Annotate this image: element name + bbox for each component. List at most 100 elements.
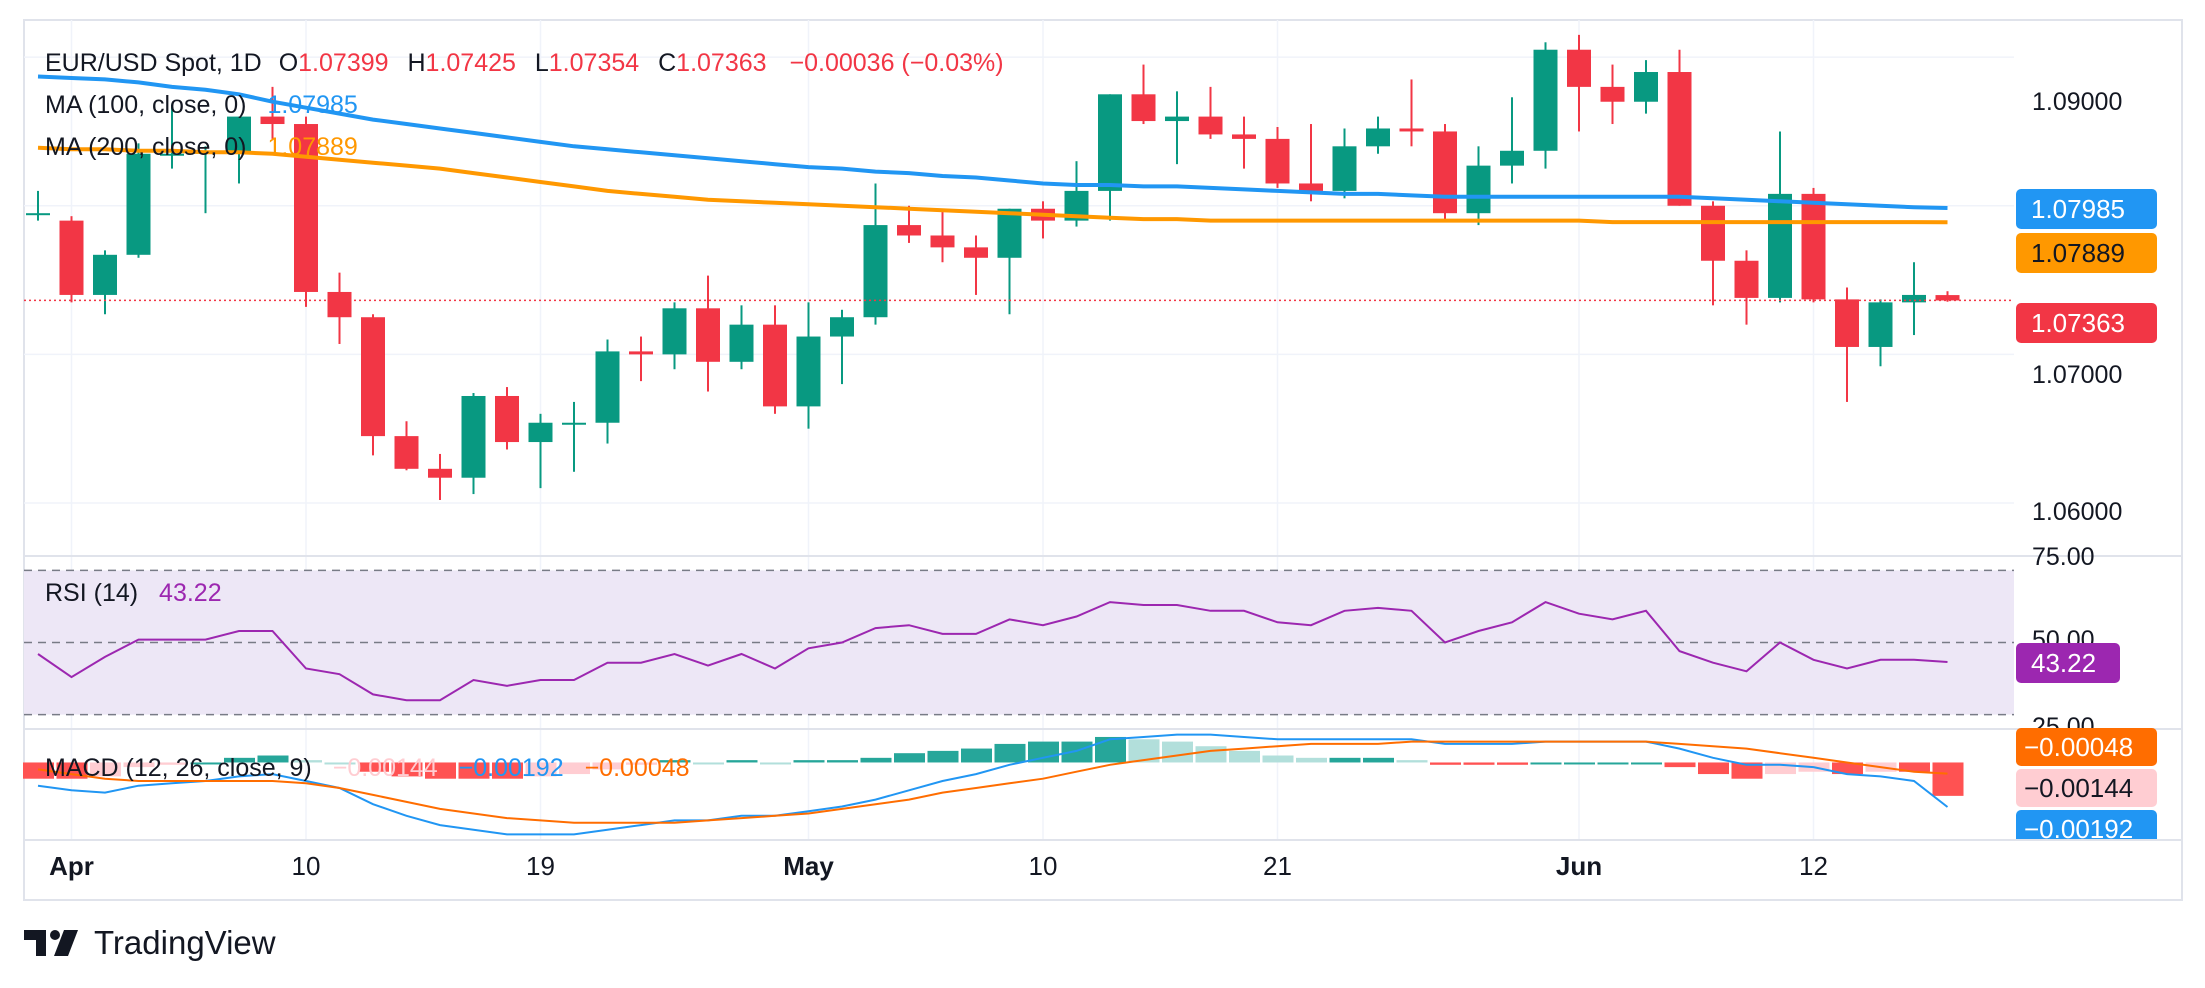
candle-body bbox=[1701, 205, 1725, 261]
candle-body bbox=[595, 351, 620, 423]
price-tick-3: 1.06000 bbox=[2032, 498, 2122, 526]
macd-hist-bar bbox=[1899, 762, 1930, 772]
macd-hist-bar bbox=[1061, 741, 1093, 763]
macd-hist-bar bbox=[860, 757, 892, 763]
macd-hist-bar bbox=[1631, 762, 1662, 765]
candle-body bbox=[1801, 193, 1826, 300]
candle-body bbox=[461, 395, 486, 478]
candle-body bbox=[528, 422, 553, 443]
candle-body bbox=[428, 468, 452, 478]
legend-macd-value: −0.00192 bbox=[459, 754, 564, 782]
candle-body bbox=[897, 225, 921, 236]
chart-canvas[interactable]: EUR/USD Spot, 1D O1.07399 H1.07425 L1.07… bbox=[0, 0, 2205, 905]
legend-close-label: C bbox=[658, 49, 676, 77]
macd-hist-bar bbox=[324, 762, 356, 765]
macd-hist-bar bbox=[793, 760, 825, 763]
candle-body bbox=[260, 116, 285, 125]
legend-ma100-label: MA (100, close, 0) bbox=[45, 91, 246, 119]
candle-body bbox=[93, 254, 117, 295]
macd-badge-text: −0.00192 bbox=[2024, 814, 2133, 844]
macd-hist-bar bbox=[994, 743, 1026, 763]
ma100-line bbox=[37, 74, 1948, 210]
candle-body bbox=[1500, 150, 1524, 166]
legend-ohlc: EUR/USD Spot, 1D O1.07399 H1.07425 L1.07… bbox=[45, 49, 1004, 77]
macd-hist-bar bbox=[894, 753, 925, 763]
candle-body bbox=[763, 324, 787, 407]
legend-ma200-label: MA (200, close, 0) bbox=[45, 133, 246, 161]
candle-body bbox=[227, 116, 251, 154]
macd-hist-bar bbox=[927, 750, 959, 763]
macd-hist-bar bbox=[1932, 762, 1964, 796]
macd-hist-bar bbox=[1363, 757, 1394, 763]
rsi-badge bbox=[2016, 643, 2120, 683]
macd-hist-bar bbox=[659, 760, 691, 763]
macd-hist-bar bbox=[1028, 741, 1059, 763]
candle-body bbox=[59, 220, 84, 295]
candle-body bbox=[1098, 94, 1122, 191]
tradingview-brand[interactable]: TradingView bbox=[24, 918, 276, 968]
rsi-level-lines bbox=[24, 569, 2014, 716]
time-axis-label: May bbox=[783, 851, 834, 881]
macd-hist-bar bbox=[1128, 739, 1160, 763]
macd-hist-bar bbox=[1765, 762, 1796, 775]
macd-hist-bar bbox=[257, 755, 289, 763]
legend-open-value: 1.07399 bbox=[298, 49, 388, 77]
macd-signal-badge bbox=[2016, 728, 2157, 766]
candle-body bbox=[1399, 128, 1424, 132]
legend-low-value: 1.07354 bbox=[549, 49, 639, 77]
macd-hist-bar bbox=[1162, 741, 1193, 763]
legend-high-label: H bbox=[407, 49, 425, 77]
tradingview-wordmark: TradingView bbox=[94, 924, 276, 961]
candle-body bbox=[1366, 128, 1390, 147]
candle-body bbox=[1265, 138, 1290, 184]
candle-body bbox=[1332, 146, 1357, 191]
macd-signal-line bbox=[37, 740, 1948, 824]
macd-hist-bar bbox=[1564, 762, 1595, 765]
legend-macd-label: MACD (12, 26, close, 9) bbox=[45, 754, 312, 782]
macd-hist-bar bbox=[1463, 762, 1495, 765]
macd-hist-bar bbox=[1229, 750, 1260, 763]
time-axis-label: 10 bbox=[1029, 851, 1058, 881]
candle-body bbox=[1131, 94, 1156, 122]
time-axis-label: 12 bbox=[1799, 851, 1828, 881]
candle-body bbox=[930, 235, 955, 248]
candle-body bbox=[495, 395, 519, 443]
legend-macd-signal-value: −0.00048 bbox=[585, 754, 690, 782]
macd-hist-bar bbox=[1329, 757, 1361, 763]
macd-hist-bar bbox=[726, 760, 758, 763]
macd-hist-bar bbox=[492, 762, 523, 779]
candle-body bbox=[830, 317, 854, 337]
macd-badge bbox=[2016, 810, 2157, 839]
macd-hist-bar bbox=[458, 762, 490, 779]
macd-hist-bar bbox=[391, 762, 423, 777]
macd-hist-bar bbox=[190, 762, 222, 765]
candle-body bbox=[729, 324, 754, 362]
macd-hist-bar bbox=[827, 760, 858, 763]
candle-body bbox=[1868, 302, 1893, 347]
candle-body bbox=[1768, 193, 1792, 298]
ma200-badge-text: 1.07889 bbox=[2031, 238, 2125, 268]
candle-body bbox=[1533, 49, 1558, 151]
time-axis-labels: Apr 10 19 May 10 21 Jun 12 bbox=[49, 851, 1828, 881]
legend-ma200: MA (200, close, 0) 1.07889 bbox=[45, 133, 358, 161]
candle-body bbox=[964, 247, 988, 258]
macd-hist-bar bbox=[760, 762, 791, 765]
rsi-badge-text: 43.22 bbox=[2031, 648, 2096, 678]
candle-body bbox=[629, 351, 653, 355]
legend-symbol: EUR/USD Spot, 1D bbox=[45, 49, 262, 77]
macd-hist-bar bbox=[1195, 746, 1227, 763]
macd-hist-bar bbox=[1396, 760, 1428, 763]
candle-body bbox=[662, 308, 687, 355]
candle-body bbox=[997, 208, 1022, 258]
candle-body bbox=[1299, 183, 1323, 191]
time-axis-label: 10 bbox=[292, 851, 321, 881]
candle-body bbox=[1198, 116, 1223, 135]
candle-body bbox=[1433, 131, 1457, 214]
macd-hist-bar bbox=[291, 760, 322, 763]
macd-hist-bar bbox=[425, 762, 456, 779]
legend-rsi-label: RSI (14) bbox=[45, 579, 138, 607]
last-price-badge bbox=[2016, 303, 2157, 343]
last-price-badge-text: 1.07363 bbox=[2031, 308, 2125, 338]
macd-hist-bar bbox=[592, 762, 624, 770]
ma200-price-badge bbox=[2016, 233, 2157, 273]
